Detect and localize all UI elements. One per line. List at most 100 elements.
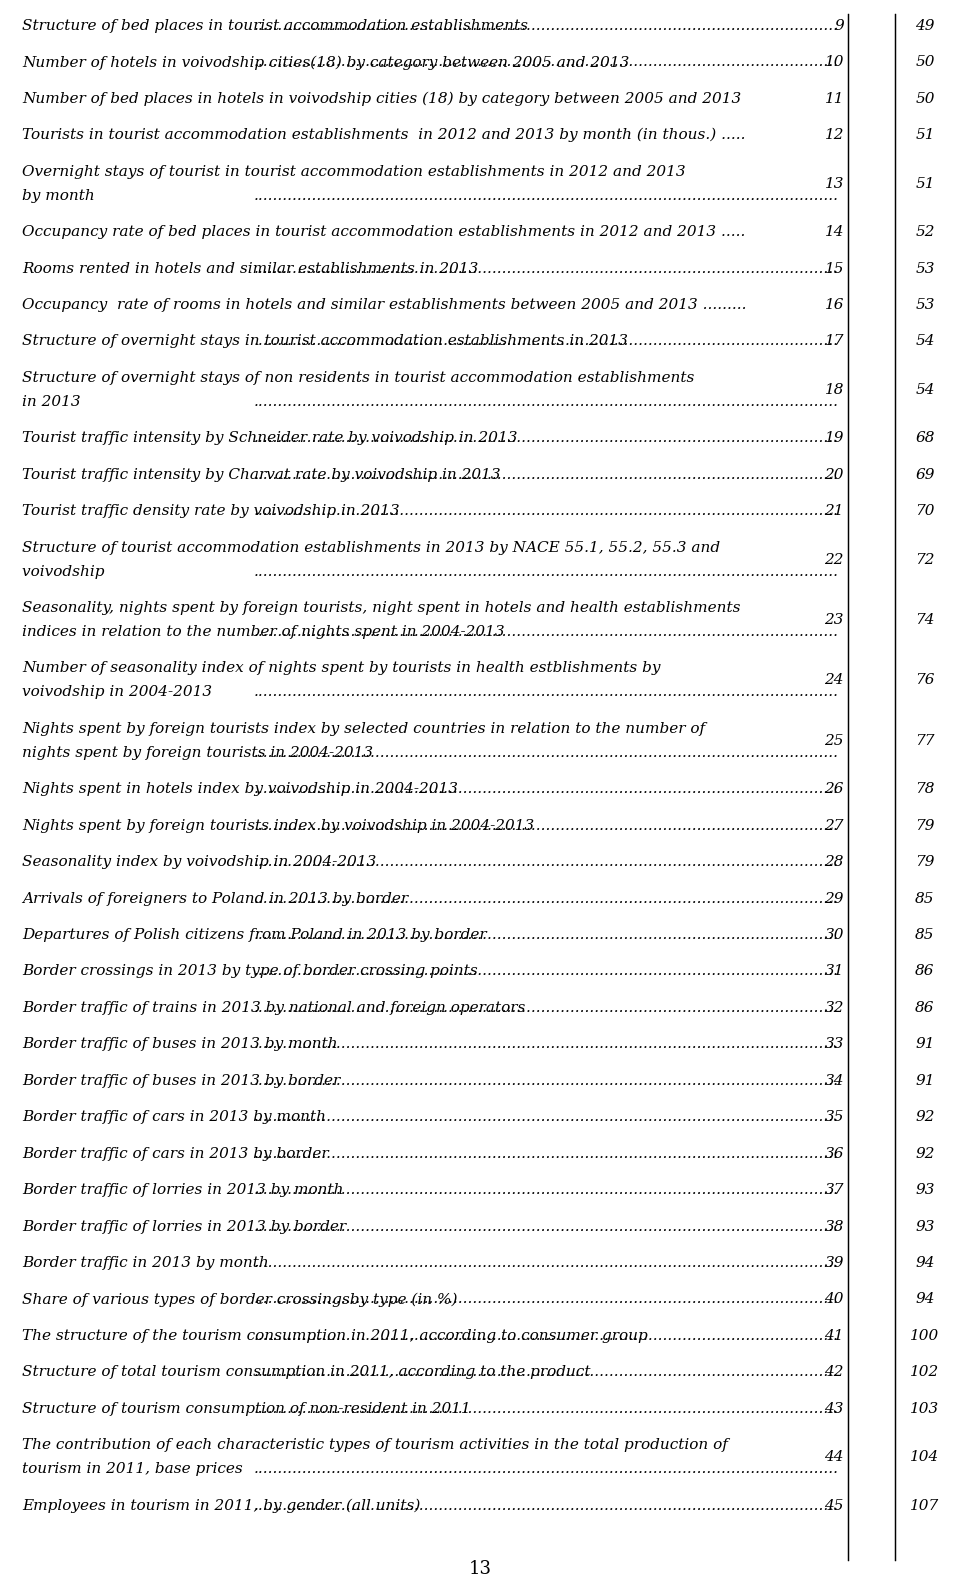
Bar (848, 1492, 956, 1519)
Text: 41: 41 (825, 1329, 844, 1342)
Text: in 2013: in 2013 (22, 395, 85, 410)
Text: 49: 49 (915, 19, 935, 33)
Text: 93: 93 (915, 1183, 935, 1197)
Bar (848, 365, 956, 414)
Text: ................................................................................: ........................................… (254, 746, 839, 760)
Text: ................................................................................: ........................................… (254, 1401, 839, 1415)
Text: Structure of overnight stays of non residents in tourist accommodation establish: Structure of overnight stays of non resi… (22, 371, 694, 384)
Text: 68: 68 (915, 432, 935, 445)
Text: Tourists in tourist accommodation establishments  in 2012 and 2013 by month (in : Tourists in tourist accommodation establ… (22, 128, 746, 142)
Text: Number of seasonality index of nights spent by tourists in health estblishments : Number of seasonality index of nights sp… (22, 662, 660, 676)
Text: ................................................................................: ........................................… (254, 1329, 839, 1342)
Text: 27: 27 (825, 819, 844, 832)
Text: 9: 9 (834, 19, 844, 33)
Text: 53: 53 (915, 261, 935, 276)
Text: ................................................................................: ........................................… (254, 854, 839, 869)
Text: ................................................................................: ........................................… (254, 891, 839, 905)
Text: ................................................................................: ........................................… (254, 1038, 839, 1052)
Text: 70: 70 (915, 504, 935, 518)
Text: Nights spent by foreign tourists index by selected countries in relation to the : Nights spent by foreign tourists index b… (22, 722, 706, 736)
Text: Arrivals of foreigners to Poland in 2013 by border: Arrivals of foreigners to Poland in 2013… (22, 891, 413, 905)
Text: 35: 35 (825, 1109, 844, 1124)
Text: 23: 23 (825, 614, 844, 626)
Bar (848, 716, 956, 765)
Text: Border traffic of buses in 2013 by month: Border traffic of buses in 2013 by month (22, 1038, 343, 1052)
Text: 52: 52 (915, 225, 935, 239)
Text: ................................................................................: ........................................… (254, 261, 839, 276)
Text: Departures of Polish citizens from Poland in 2013 by border: Departures of Polish citizens from Polan… (22, 928, 492, 942)
Text: ................................................................................: ........................................… (254, 504, 839, 518)
Text: 51: 51 (915, 177, 935, 191)
Bar (848, 1396, 956, 1422)
Text: ................................................................................: ........................................… (254, 1462, 839, 1476)
Text: ................................................................................: ........................................… (254, 188, 839, 202)
Bar (848, 462, 956, 488)
Text: 33: 33 (825, 1038, 844, 1052)
Text: 42: 42 (825, 1366, 844, 1379)
Bar (848, 86, 956, 112)
Bar (848, 995, 956, 1020)
Text: 77: 77 (915, 733, 935, 748)
Text: 43: 43 (825, 1401, 844, 1415)
Text: 20: 20 (825, 467, 844, 481)
Text: ................................................................................: ........................................… (254, 56, 839, 70)
Text: ................................................................................: ........................................… (254, 1498, 839, 1513)
Text: 94: 94 (915, 1256, 935, 1270)
Text: 92: 92 (915, 1146, 935, 1160)
Text: Border traffic of lorries in 2013 by month: Border traffic of lorries in 2013 by mon… (22, 1183, 348, 1197)
Text: ................................................................................: ........................................… (254, 432, 839, 445)
Text: ................................................................................: ........................................… (254, 395, 839, 410)
Text: nights spent by foreign tourists in 2004-2013: nights spent by foreign tourists in 2004… (22, 746, 378, 760)
Text: 19: 19 (825, 432, 844, 445)
Bar (848, 426, 956, 451)
Text: Border crossings in 2013 by type of border crossing points: Border crossings in 2013 by type of bord… (22, 964, 483, 979)
Text: Border traffic of lorries in 2013 by border: Border traffic of lorries in 2013 by bor… (22, 1219, 351, 1234)
Text: 11: 11 (825, 92, 844, 105)
Text: 24: 24 (825, 673, 844, 687)
Bar (848, 1141, 956, 1167)
Text: 50: 50 (915, 56, 935, 70)
Text: ................................................................................: ........................................… (254, 1109, 839, 1124)
Text: 91: 91 (915, 1074, 935, 1087)
Bar (848, 1105, 956, 1130)
Text: 12: 12 (825, 128, 844, 142)
Bar (848, 1431, 956, 1482)
Text: 10: 10 (825, 56, 844, 70)
Text: 13: 13 (468, 1561, 492, 1578)
Bar (848, 49, 956, 75)
Bar (848, 328, 956, 354)
Text: 78: 78 (915, 783, 935, 797)
Bar (848, 958, 956, 985)
Text: 38: 38 (825, 1219, 844, 1234)
Bar (848, 655, 956, 706)
Text: The structure of the tourism consumption in 2011, according to consumer group: The structure of the tourism consumption… (22, 1329, 653, 1342)
Text: ................................................................................: ........................................… (254, 1366, 839, 1379)
Text: ................................................................................: ........................................… (254, 19, 839, 33)
Bar (848, 921, 956, 948)
Text: 54: 54 (915, 383, 935, 397)
Text: 79: 79 (915, 819, 935, 832)
Text: 32: 32 (825, 1001, 844, 1015)
Bar (848, 1068, 956, 1093)
Text: 76: 76 (915, 673, 935, 687)
Text: Seasonality, nights spent by foreign tourists, night spent in hotels and health : Seasonality, nights spent by foreign tou… (22, 601, 740, 615)
Text: ................................................................................: ........................................… (254, 1001, 839, 1015)
Text: Structure of tourist accommodation establishments in 2013 by NACE 55.1, 55.2, 55: Structure of tourist accommodation estab… (22, 540, 720, 555)
Bar (848, 850, 956, 875)
Bar (848, 499, 956, 524)
Text: Nights spent by foreign tourists index by voivodship in 2004-2013: Nights spent by foreign tourists index b… (22, 819, 540, 832)
Text: 13: 13 (825, 177, 844, 191)
Text: ................................................................................: ........................................… (254, 819, 839, 832)
Bar (848, 886, 956, 912)
Text: 14: 14 (825, 225, 844, 239)
Text: voivodship: voivodship (22, 564, 109, 579)
Text: 22: 22 (825, 553, 844, 566)
Bar (848, 813, 956, 838)
Bar (848, 1250, 956, 1275)
Bar (848, 1031, 956, 1057)
Bar (848, 13, 956, 38)
Bar (848, 255, 956, 282)
Text: ................................................................................: ........................................… (254, 625, 839, 639)
Text: 30: 30 (825, 928, 844, 942)
Text: Employees in tourism in 2011, by gender (all units): Employees in tourism in 2011, by gender … (22, 1498, 425, 1513)
